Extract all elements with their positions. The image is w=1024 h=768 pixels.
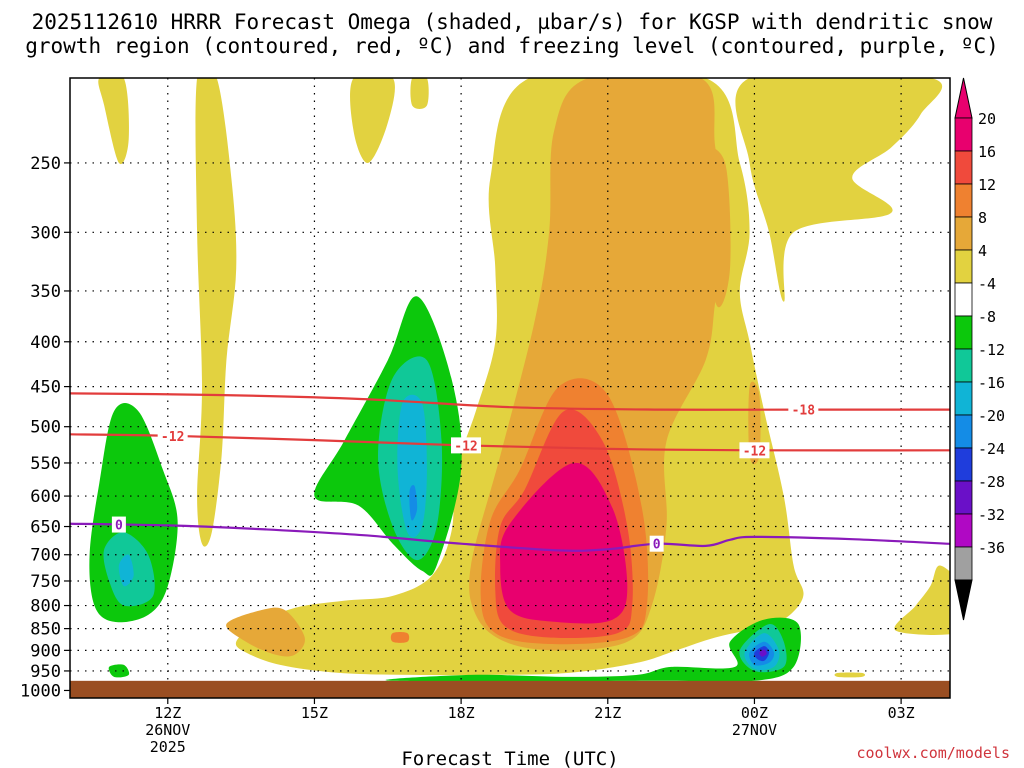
colorbar-bottom-arrow [954, 579, 973, 621]
contour-label: 0 [115, 519, 123, 534]
colorbar-label: -12 [978, 341, 1005, 359]
y-tick-label: 300 [30, 223, 61, 243]
omega-region-24 [397, 394, 427, 538]
colorbar-segment [954, 447, 973, 482]
contour-line-4 [70, 522, 950, 552]
contour-label-bg [649, 535, 664, 552]
omega-region-25 [118, 554, 134, 587]
x-axis-label: Forecast Time (UTC) [401, 748, 618, 768]
colorbar-label: 20 [978, 110, 996, 128]
colorbar-segment [954, 381, 973, 416]
omega-region-2 [350, 78, 395, 163]
colorbar-segment [954, 348, 973, 383]
colorbar-segment [954, 513, 973, 548]
colorbar-segment [954, 183, 973, 218]
omega-region-0 [98, 78, 129, 165]
x-tick-label: 2025 [150, 738, 186, 756]
colorbar-segment [954, 249, 973, 284]
omega-region-6 [894, 565, 950, 635]
omega-region-5 [735, 78, 943, 302]
omega-region-13 [390, 631, 410, 643]
colorbar-top-arrow [954, 77, 973, 119]
colorbar-label: -16 [978, 374, 1005, 392]
y-axis: 2503003504004505005506006507007508008509… [20, 154, 70, 701]
contour-label: -12 [454, 439, 477, 454]
colorbar-label: -24 [978, 440, 1005, 458]
omega-region-3 [410, 78, 429, 109]
omega-region-1 [195, 78, 237, 547]
y-tick-label: 400 [30, 333, 61, 353]
colorbar-segment [954, 216, 973, 251]
contour-label-bg [451, 437, 481, 454]
contour-label-bg [788, 401, 819, 418]
contour-label-bg [111, 516, 126, 533]
colorbar-segment [954, 546, 973, 581]
colorbar-label: 4 [978, 242, 987, 260]
colorbar-segment [954, 282, 973, 317]
y-tick-label: 1000 [20, 681, 61, 701]
plot-frame [69, 77, 951, 699]
x-tick-label: 15Z [301, 704, 328, 722]
x-tick-label: 27NOV [732, 721, 777, 739]
x-tick-label: 03Z [888, 704, 915, 722]
y-tick-label: 350 [30, 282, 61, 302]
colorbar-segment [954, 414, 973, 449]
grid-lines [70, 78, 950, 681]
contour-label-bg [157, 427, 188, 444]
y-tick-label: 750 [30, 572, 61, 592]
colorbar-segment [954, 315, 973, 350]
omega-region-9 [226, 607, 305, 657]
y-tick-label: 900 [30, 641, 61, 661]
omega-region-20 [954, 658, 966, 677]
x-tick-label: 12Z [154, 704, 181, 722]
omega-region-15 [500, 462, 628, 624]
colorbar-segment [954, 480, 973, 515]
ground-terrain [70, 680, 950, 698]
y-tick-label: 800 [30, 597, 61, 617]
y-tick-label: 650 [30, 518, 61, 538]
omega-region-7 [834, 672, 866, 678]
x-tick-label: 18Z [448, 704, 475, 722]
colorbar-label: 12 [978, 176, 996, 194]
omega-region-30 [759, 649, 767, 657]
colorbar-label: -28 [978, 473, 1005, 491]
y-tick-label: 850 [30, 620, 61, 640]
colorbar-segment [954, 117, 973, 152]
contour-label-bg [739, 442, 770, 459]
colorbar-label: -20 [978, 407, 1005, 425]
chart-title-line2: growth region (contoured, red, ºC) and f… [25, 34, 999, 58]
colorbar-legend: 20 16 12 8 4 -4 -8 -12 -16 -20 -24 -28 -32 -36 [954, 77, 1005, 621]
omega-region-27 [409, 485, 418, 521]
colorbar-label: 8 [978, 209, 987, 227]
x-tick-label: 21Z [594, 704, 621, 722]
y-tick-label: 600 [30, 487, 61, 507]
y-tick-label: 450 [30, 378, 61, 398]
x-tick-label: 00Z [741, 704, 768, 722]
y-tick-label: 550 [30, 454, 61, 474]
omega-region-18 [108, 664, 130, 678]
colorbar-label: 16 [978, 143, 996, 161]
y-tick-label: 950 [30, 662, 61, 682]
y-tick-label: 250 [30, 154, 61, 174]
contour-label: 0 [653, 538, 661, 553]
omega-region-19 [385, 617, 801, 682]
colorbar-label: -32 [978, 506, 1005, 524]
x-tick-label: 26NOV [145, 721, 190, 739]
omega-shading [89, 78, 966, 682]
colorbar-label: -4 [978, 275, 996, 293]
contour-label: -12 [161, 430, 184, 445]
source-credit: coolwx.com/models [856, 744, 1010, 762]
contour-label: -12 [743, 444, 766, 459]
chart-title-line1: 2025112610 HRRR Forecast Omega (shaded, … [31, 10, 993, 34]
y-tick-label: 700 [30, 546, 61, 566]
colorbar-label: -8 [978, 308, 996, 326]
contour-lines: -18 -12 -12 -12 0 0 [70, 392, 950, 553]
contour-label: -18 [792, 404, 816, 419]
colorbar-segment [954, 150, 973, 185]
y-tick-label: 500 [30, 418, 61, 438]
omega-region-10 [700, 147, 731, 308]
colorbar-label: -36 [978, 539, 1005, 557]
